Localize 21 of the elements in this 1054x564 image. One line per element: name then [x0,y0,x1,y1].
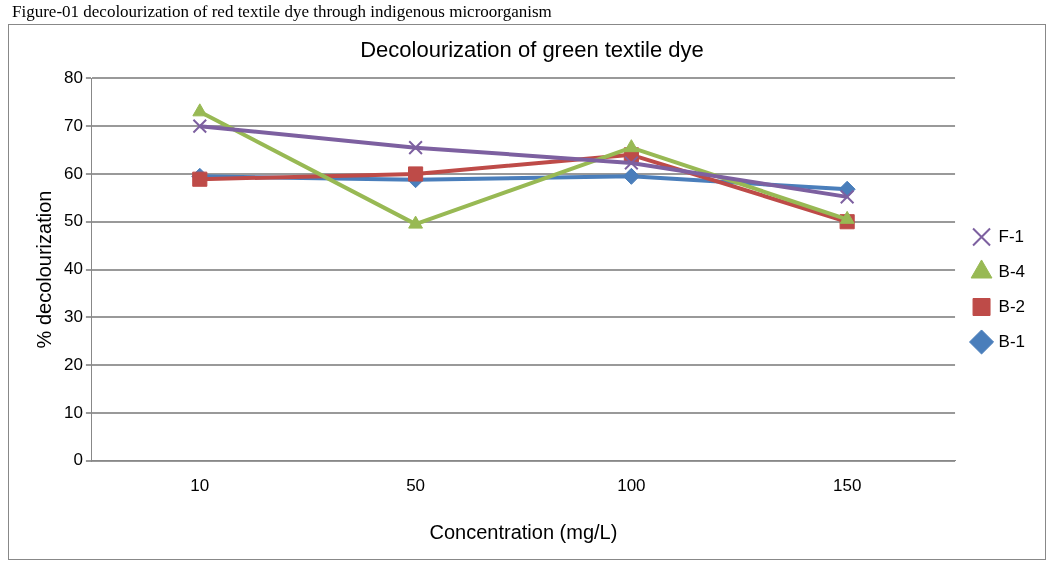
x-tick-label: 100 [617,476,646,496]
y-tick-label: 70 [63,115,83,135]
y-tick-label: 30 [63,306,83,326]
legend-label: B-1 [998,331,1026,351]
x-tick-label: 50 [406,476,426,496]
legend-label: F-1 [998,226,1025,246]
legend-label: B-4 [998,261,1026,281]
x-axis-title: Concentration (mg/L) [429,520,618,543]
x-tick-label: 150 [832,476,862,496]
y-tick-label: 50 [63,211,83,231]
y-tick-label: 10 [63,402,83,422]
x-tick-label: 10 [190,476,210,496]
y-tick-label: 60 [63,163,83,183]
text: Figure-01 decolourization of red textile dye through indigenous microorganism [12,2,552,22]
y-tick-label: 80 [63,68,83,88]
y-tick-label: 0 [73,450,83,470]
legend-label: B-2 [998,296,1026,316]
y-tick-label: 40 [63,259,83,279]
chart-title: Decolourization of green textile dye [360,37,704,63]
y-tick-label: 20 [63,354,83,374]
y-axis-title: % decolourization [32,190,55,349]
